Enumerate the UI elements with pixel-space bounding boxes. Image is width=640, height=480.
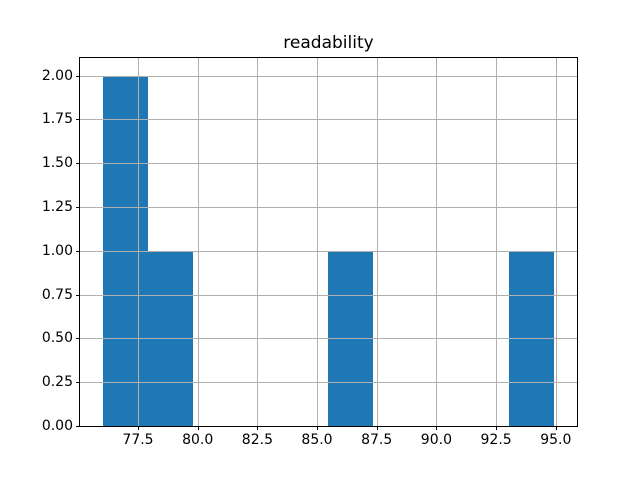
histogram-bar [102, 75, 148, 426]
y-tick-mark [76, 294, 80, 296]
gridline-vertical [138, 58, 139, 426]
gridline-horizontal [80, 426, 577, 427]
x-tick-mark [257, 426, 259, 430]
gridline-vertical [436, 58, 438, 426]
y-tick-mark [76, 207, 80, 208]
x-tick-label: 87.5 [361, 432, 393, 448]
y-tick-mark [76, 250, 80, 252]
x-tick-mark [197, 426, 199, 430]
gridline-horizontal [80, 382, 577, 384]
plot-area [79, 57, 578, 427]
x-tick-label: 95.0 [540, 432, 572, 448]
x-tick-label: 90.0 [420, 432, 452, 448]
y-tick-label: 0.50 [41, 330, 73, 347]
y-tick-label: 1.00 [41, 242, 73, 259]
x-tick-label: 77.5 [122, 432, 154, 448]
x-tick-mark [555, 426, 557, 430]
x-tick-label: 85.0 [301, 432, 333, 448]
gridline-horizontal [80, 75, 577, 77]
y-tick-label: 0.25 [41, 374, 73, 391]
x-tick-label: 80.0 [182, 432, 214, 448]
gridline-vertical [496, 58, 498, 426]
y-tick-label: 1.50 [41, 155, 73, 172]
y-tick-label: 1.75 [41, 111, 73, 128]
x-tick-mark [496, 426, 498, 430]
y-tick-mark [76, 382, 80, 384]
gridline-vertical [257, 58, 259, 426]
gridline-horizontal [80, 338, 577, 340]
chart-title: readability [283, 33, 374, 53]
gridline-horizontal [80, 294, 577, 296]
y-tick-mark [76, 75, 80, 77]
x-tick-label: 82.5 [241, 432, 273, 448]
gridline-vertical [317, 58, 318, 426]
y-tick-mark [76, 163, 80, 165]
gridline-vertical [555, 58, 557, 426]
x-tick-mark [317, 426, 318, 430]
gridline-vertical [197, 58, 199, 426]
x-tick-label: 92.5 [480, 432, 512, 448]
y-tick-mark [76, 426, 80, 427]
gridline-vertical [376, 58, 378, 426]
x-tick-mark [436, 426, 438, 430]
y-tick-mark [76, 119, 80, 121]
gridline-horizontal [80, 207, 577, 208]
y-tick-label: 2.00 [41, 67, 73, 84]
y-tick-label: 0.00 [41, 418, 73, 434]
y-tick-label: 0.75 [41, 286, 73, 303]
gridline-horizontal [80, 163, 577, 165]
gridline-horizontal [80, 119, 577, 121]
y-tick-mark [76, 338, 80, 340]
x-tick-mark [376, 426, 378, 430]
x-tick-mark [138, 426, 139, 430]
gridline-horizontal [80, 250, 577, 252]
y-tick-label: 1.25 [41, 199, 73, 215]
